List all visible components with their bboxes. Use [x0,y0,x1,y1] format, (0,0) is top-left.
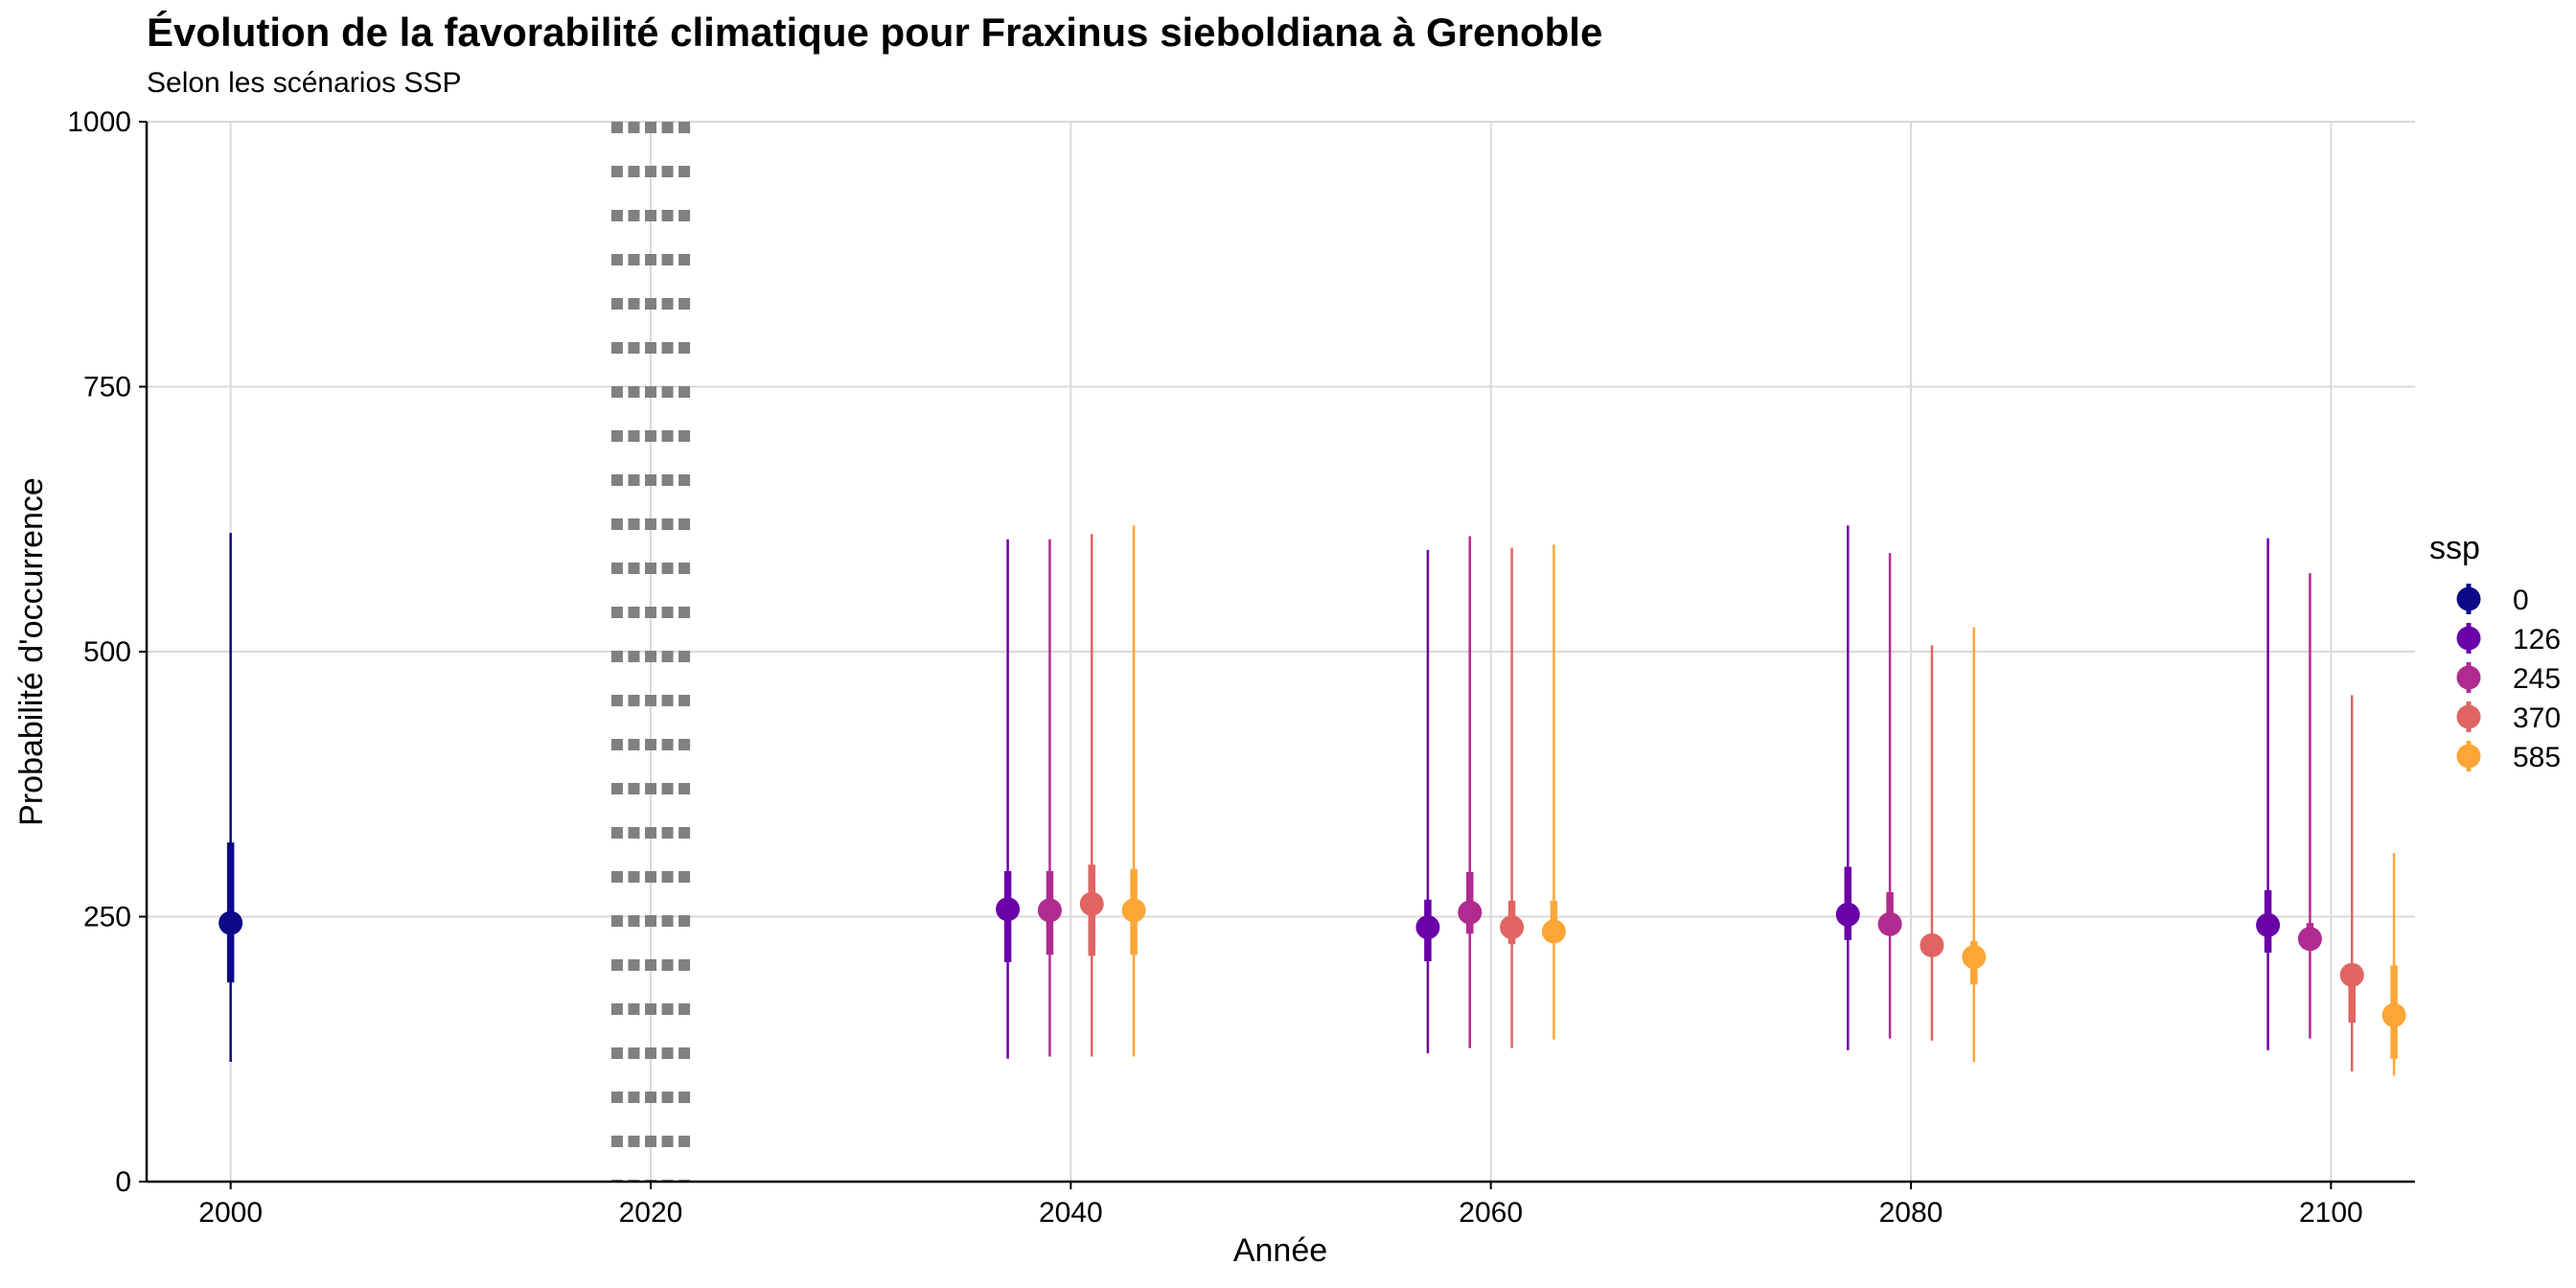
grid-lines [147,121,2415,1183]
median-point [1415,915,1440,940]
pointrange-126 [1415,549,1440,1054]
median-point [1037,898,1062,923]
median-point [1877,911,1902,936]
pointrange-585 [1541,544,1566,1040]
x-tick-label: 2060 [1459,1197,1523,1229]
x-tick-label: 2020 [619,1197,683,1229]
pointrange-245 [2297,573,2322,1039]
legend-key-point [2456,626,2481,651]
pointrange-126 [996,539,1021,1059]
legend-item-370: 370 [2456,702,2561,734]
x-tick-label: 2100 [2299,1197,2363,1229]
pointrange-370 [1079,534,1104,1057]
median-point [2381,1002,2406,1027]
median-point [1920,932,1944,957]
pointrange-585 [2381,853,2406,1076]
median-point [1835,902,1860,927]
legend-title: ssp [2429,530,2480,566]
legend-key-point [2456,704,2481,729]
y-tick-label: 0 [115,1166,131,1198]
pointrange-245 [1877,553,1902,1039]
y-tick-label: 250 [83,902,131,933]
pointrange-126 [2256,538,2281,1050]
y-tick-label: 750 [83,372,131,403]
median-point [1500,915,1525,940]
pointrange-585 [1121,525,1146,1057]
x-tick-label: 2000 [198,1197,263,1229]
legend-key-point [2456,744,2481,769]
legend-label: 585 [2513,742,2561,773]
median-point [2256,912,2281,937]
pointrange-0 [218,533,243,1063]
legend-item-245: 245 [2456,662,2561,695]
legend-key-point [2456,665,2481,690]
pointrange-245 [1458,536,1483,1048]
legend-label: 0 [2513,585,2529,616]
y-axis-title: Probabilité d'occurrence [13,477,50,826]
median-point [2339,962,2364,987]
legend: ssp 0 126 245 370 585 [2429,530,2561,773]
pointrange-370 [1500,547,1525,1048]
x-tick-label: 2080 [1879,1197,1944,1229]
legend-key-point [2456,586,2481,611]
legend-label: 245 [2513,663,2561,695]
y-tick-label: 1000 [67,106,131,138]
data-marks [218,525,2406,1076]
legend-label: 126 [2513,624,2561,656]
median-point [1079,891,1104,916]
legend-item-585: 585 [2456,741,2561,773]
x-axis-title: Année [1233,1232,1327,1269]
legend-item-0: 0 [2456,584,2529,616]
pointrange-245 [1037,539,1062,1057]
median-point [1962,945,1987,970]
chart-subtitle: Selon les scénarios SSP [147,67,462,99]
median-point [996,897,1021,922]
pointrange-370 [2339,695,2364,1071]
tick-labels: 0 250 500 750 1000 2000 2020 2040 2060 2080 2100 [67,106,2362,1229]
pointrange-126 [1835,525,1860,1050]
legend-item-126: 126 [2456,623,2561,656]
x-tick-label: 2040 [1039,1197,1103,1229]
chart-title: Évolution de la favorabilité climatique … [147,10,1603,55]
pointrange-585 [1962,627,1987,1063]
reference-dotted-line [610,122,691,1182]
median-point [1458,900,1483,925]
median-point [218,910,243,935]
median-point [1121,898,1146,923]
median-point [2297,927,2322,952]
legend-label: 370 [2513,702,2561,734]
median-point [1541,919,1566,944]
y-tick-label: 500 [83,636,131,668]
pointrange-370 [1920,645,1944,1041]
